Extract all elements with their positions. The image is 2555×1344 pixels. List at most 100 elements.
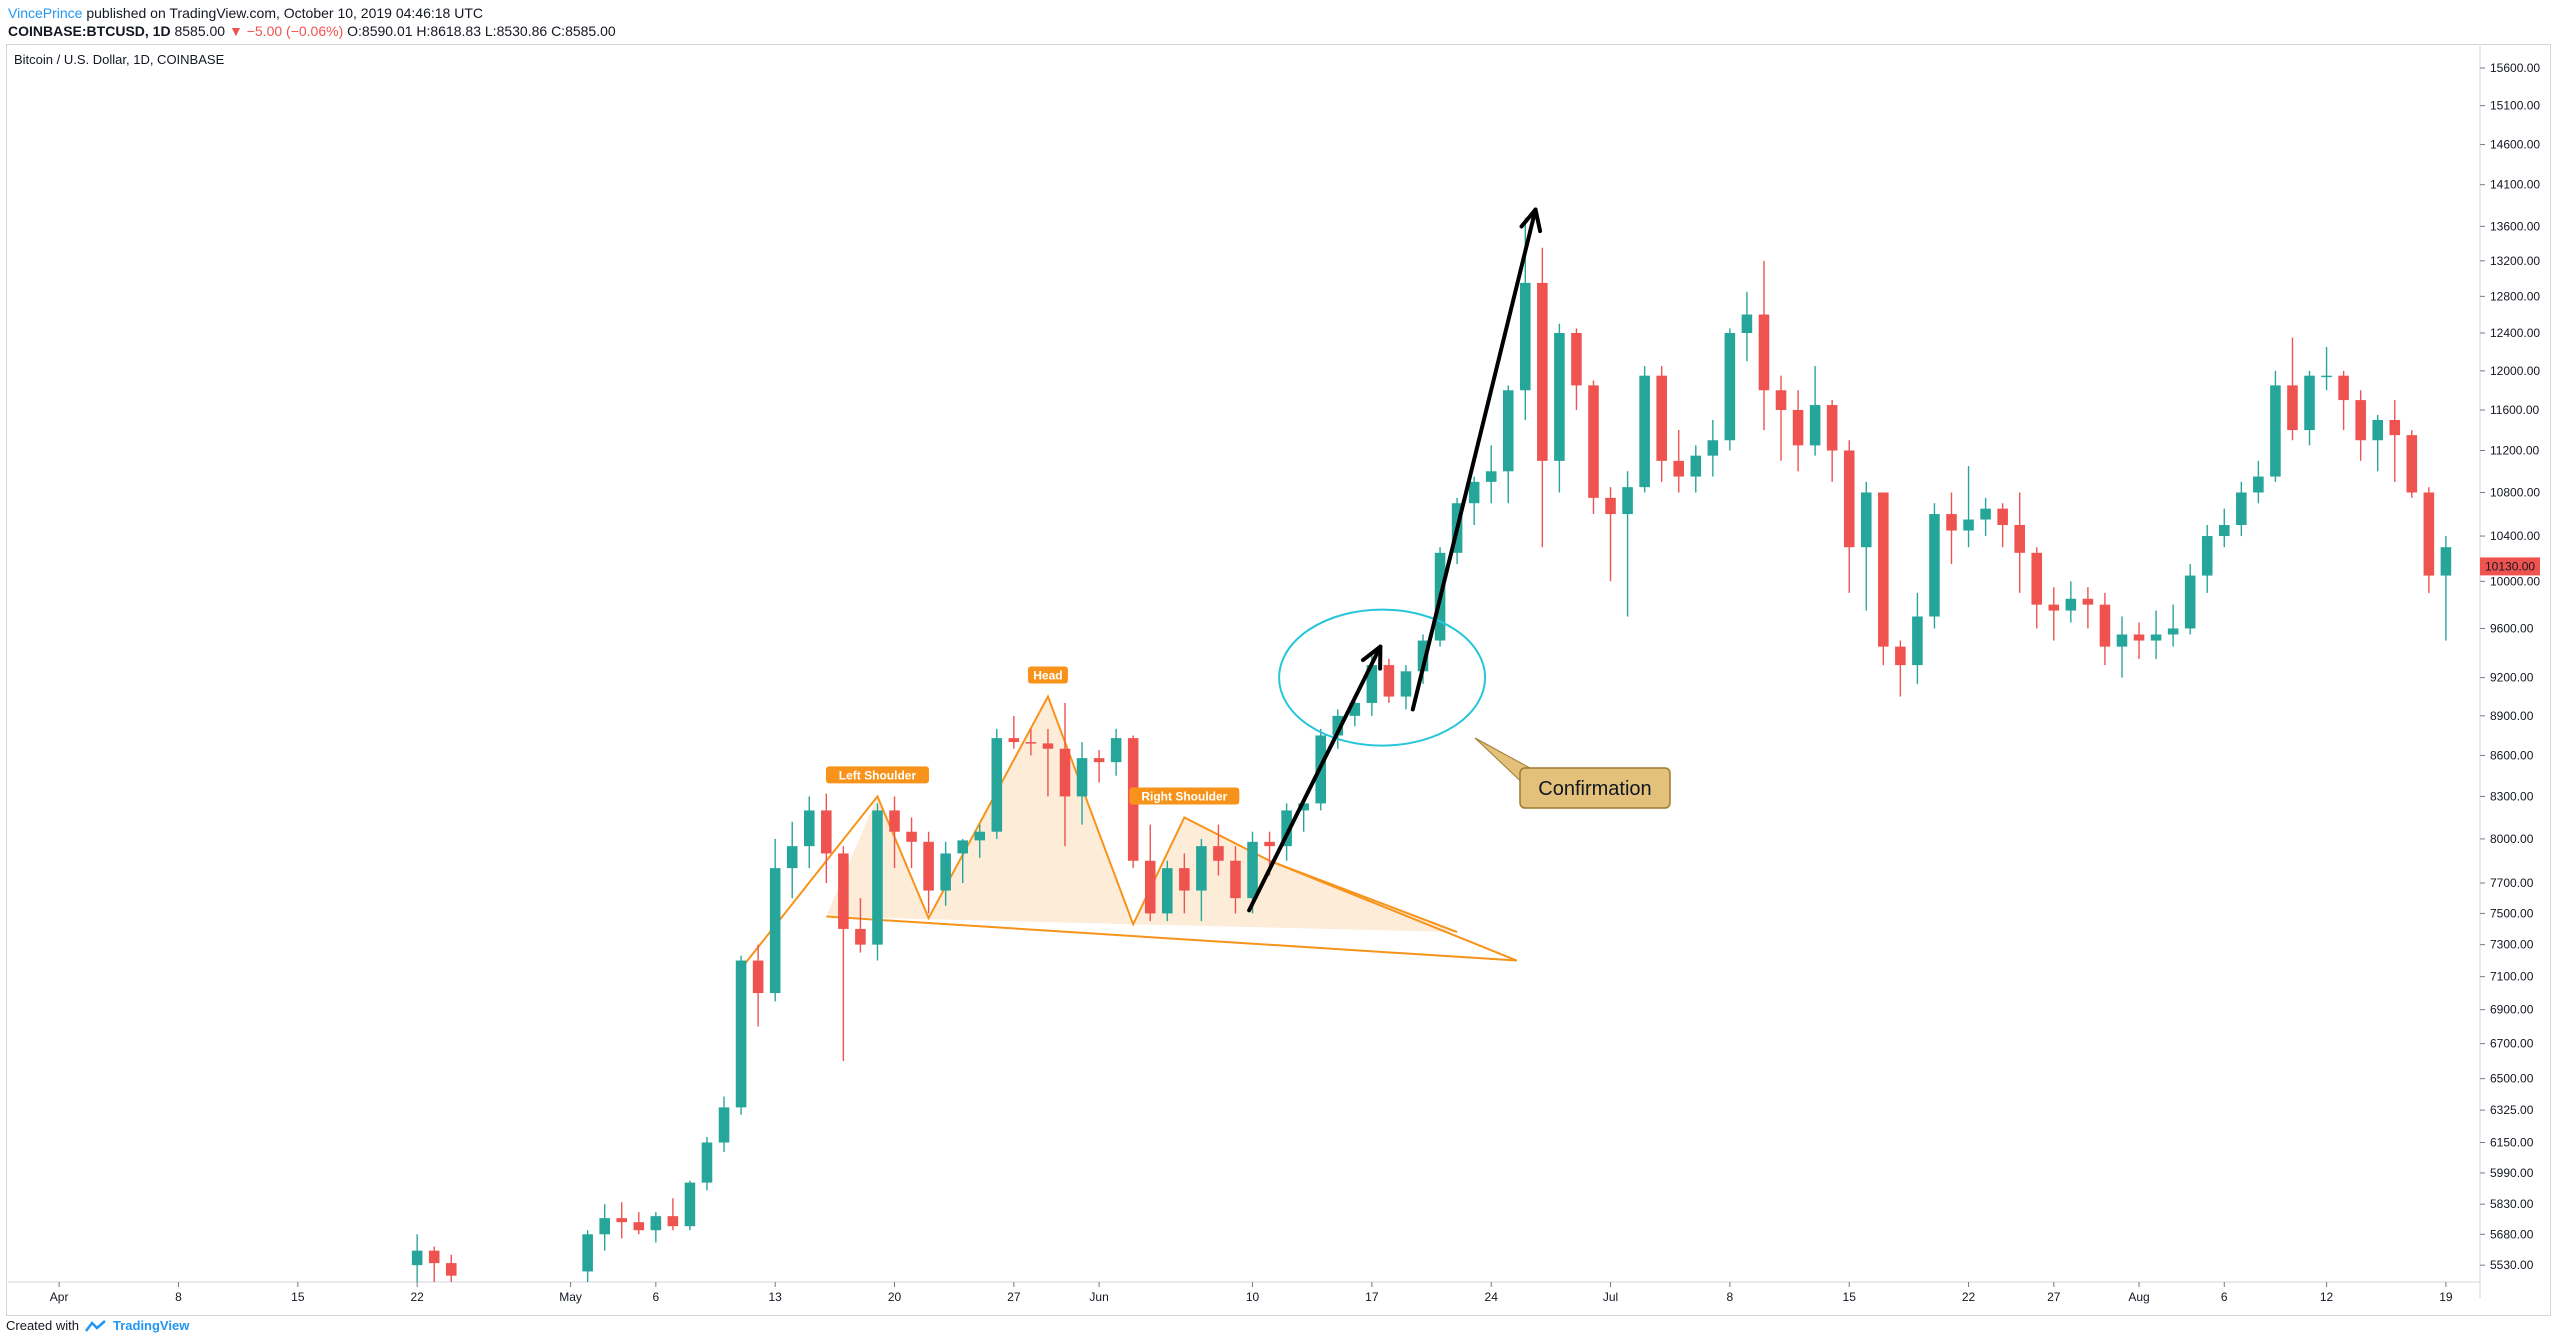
candle-down	[2014, 525, 2025, 553]
confirmation-ellipse	[1278, 608, 1487, 747]
candle-up	[735, 960, 747, 1108]
candle-up	[1639, 375, 1650, 488]
head-label: Head	[1033, 669, 1062, 683]
head-label-box	[1027, 666, 1068, 684]
candle-up	[957, 840, 968, 854]
candle-down	[1025, 742, 1037, 744]
y-tick-label: 6900.00	[2490, 1003, 2534, 1017]
candle-up	[974, 831, 986, 841]
candle-down	[2355, 400, 2366, 441]
y-tick-label: 6500.00	[2490, 1072, 2534, 1086]
candle-up	[411, 1250, 423, 1266]
candle-down	[1843, 450, 1855, 548]
candle-up	[1281, 810, 1292, 847]
chart-header: VincePrince published on TradingView.com…	[8, 4, 616, 40]
y-tick-label: 5530.00	[2490, 1258, 2534, 1272]
candle-up	[1485, 471, 1497, 482]
candle-down	[2099, 604, 2111, 647]
candle-down	[1673, 460, 1685, 477]
candle-up	[2304, 375, 2315, 431]
y-tick-label: 14600.00	[2490, 137, 2540, 151]
tradingview-brand[interactable]: TradingView	[112, 1318, 190, 1333]
y-tick-label: 6700.00	[2490, 1037, 2534, 1051]
candle-down	[2082, 598, 2094, 605]
y-tick-label: 11200.00	[2490, 444, 2539, 458]
candle-up	[1980, 508, 1991, 520]
last-price-badge	[2480, 557, 2540, 576]
price-change: −5.00 (−0.06%)	[246, 23, 344, 39]
candle-down	[889, 810, 900, 832]
candle-down	[1656, 375, 1667, 461]
created-with-text: Created with	[6, 1318, 79, 1333]
candle-up	[1502, 390, 1514, 472]
candle-down	[821, 810, 832, 854]
y-tick-label: 12000.00	[2490, 364, 2540, 378]
candle-down	[1605, 497, 1616, 515]
x-tick-label: 15	[1843, 1290, 1857, 1304]
x-tick-label: 22	[1962, 1290, 1976, 1304]
x-tick-label: 15	[291, 1290, 305, 1304]
candle-up	[650, 1216, 662, 1231]
y-tick-label: 5680.00	[2490, 1227, 2534, 1241]
right-shoulder-label-box	[1129, 787, 1240, 805]
candle-up	[2184, 575, 2196, 629]
author-link[interactable]: VincePrince	[8, 5, 83, 21]
candle-up	[1929, 514, 1940, 617]
y-tick-label: 13200.00	[2490, 254, 2540, 268]
neckline	[826, 915, 1517, 962]
x-tick-label: 10	[1246, 1290, 1260, 1304]
candle-down	[1997, 508, 2008, 526]
x-tick-label: Apr	[50, 1290, 69, 1304]
candle-down	[445, 1263, 457, 1276]
down-arrow-icon: ▼	[228, 23, 243, 39]
candle-down	[923, 841, 934, 891]
left-shoulder-label-box	[825, 766, 929, 784]
candle-up	[1196, 846, 1207, 891]
candle-down	[1179, 868, 1190, 891]
candle-up	[1400, 671, 1412, 697]
candle-down	[2406, 435, 2418, 493]
left-shoulder-label: Left Shoulder	[839, 768, 917, 782]
candle-down	[838, 853, 849, 929]
y-tick-label: 5830.00	[2490, 1197, 2534, 1211]
x-tick-label: 19	[2439, 1290, 2453, 1304]
candle-up	[2167, 628, 2179, 635]
y-tick-label: 6325.00	[2490, 1103, 2534, 1117]
candle-down	[2133, 634, 2145, 641]
candle-up	[2321, 375, 2332, 378]
candle-up	[1741, 314, 1753, 334]
candle-up	[684, 1182, 696, 1227]
candle-up	[2201, 536, 2213, 576]
candle-up	[786, 846, 798, 869]
tradingview-logo-icon	[84, 1319, 106, 1332]
x-tick-label: Jul	[1603, 1290, 1618, 1304]
y-tick-label: 7500.00	[2490, 906, 2534, 920]
y-tick-label: 8300.00	[2490, 789, 2534, 803]
candle-up	[2270, 385, 2281, 477]
candle-down	[1059, 748, 1071, 797]
candle-down	[667, 1216, 679, 1227]
y-tick-label: 9200.00	[2490, 671, 2534, 685]
candle-down	[1144, 860, 1156, 914]
candle-down	[2287, 385, 2298, 431]
candle-down	[1264, 841, 1275, 847]
candle-up	[1349, 702, 1361, 716]
candle-down	[2423, 492, 2435, 576]
candle-up	[1963, 519, 1974, 531]
candle-down	[1895, 646, 1906, 666]
candle-up	[2218, 525, 2230, 537]
candle-up	[2440, 547, 2452, 576]
y-tick-label: 10000.00	[2490, 574, 2540, 588]
y-tick-label: 8900.00	[2490, 709, 2534, 723]
x-tick-label: May	[559, 1290, 582, 1304]
candle-down	[2048, 604, 2060, 611]
candle-down	[1878, 492, 1889, 647]
candle-down	[1775, 390, 1787, 410]
footer: Created with TradingView	[6, 1318, 189, 1333]
candle-up	[1707, 440, 1719, 456]
confirmation-callout-label: Confirmation	[1538, 778, 1651, 800]
candle-up	[1554, 333, 1565, 461]
candle-down	[1008, 738, 1020, 743]
x-tick-label: 13	[768, 1290, 782, 1304]
